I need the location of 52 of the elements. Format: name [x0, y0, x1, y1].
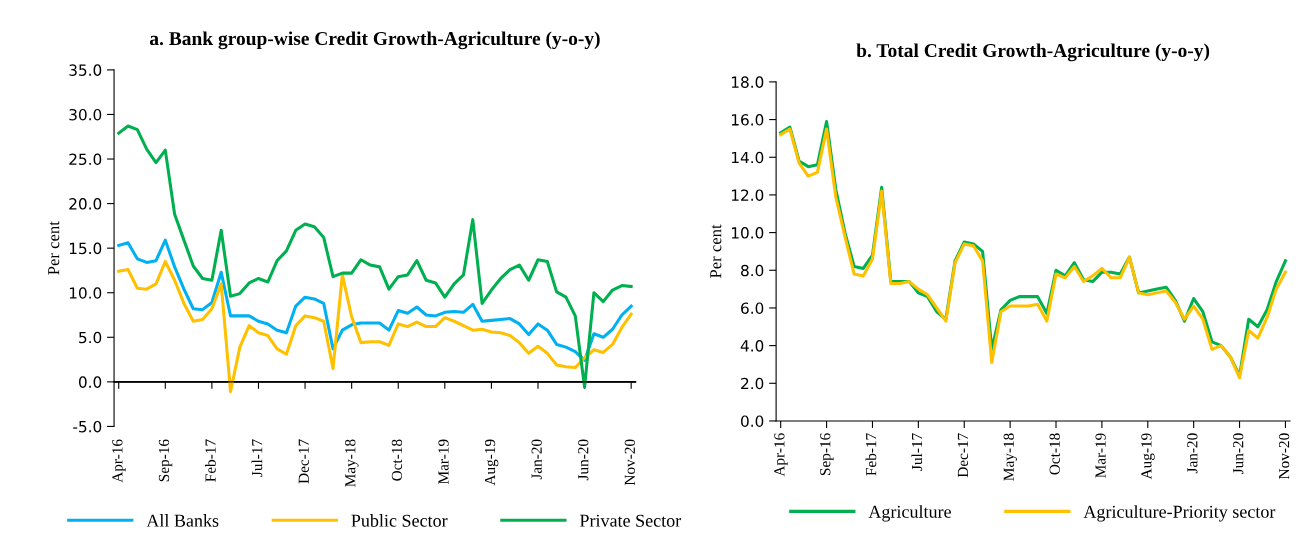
y-tick-label: 2.0 — [741, 377, 764, 390]
x-tick-label: Dec-17 — [298, 439, 309, 484]
legend-label: Private Sector — [579, 514, 682, 527]
y-tick-label: 12.0 — [731, 189, 764, 201]
x-tick-label: Aug-19 — [1141, 433, 1155, 480]
y-tick-label: 35.0 — [69, 64, 102, 76]
x-tick-label: Aug-19 — [484, 439, 499, 486]
y-tick-label: 16.0 — [731, 114, 764, 126]
y-tick-label: 18.0 — [731, 76, 764, 88]
y-tick-label: 5.0 — [79, 331, 102, 344]
x-tick-label: Jun-20 — [1233, 433, 1244, 475]
x-tick-label: Jul-17 — [251, 439, 263, 477]
x-tick-label: Apr-16 — [112, 439, 126, 483]
x-tick-label: Feb-17 — [204, 439, 216, 482]
x-tick-label: Jan-20 — [1187, 433, 1198, 474]
x-tick-label: Apr-16 — [774, 433, 788, 477]
y-tick-label: 14.0 — [731, 151, 764, 164]
y-tick-label: 25.0 — [69, 153, 102, 166]
legend-label: Public Sector — [351, 514, 448, 527]
y-tick-label: 10.0 — [69, 287, 102, 299]
y-axis-title: Per cent — [48, 221, 60, 275]
x-tick-label: Nov-20 — [624, 439, 635, 486]
x-tick-label: May-18 — [1003, 433, 1018, 481]
y-tick-label: 8.0 — [741, 264, 764, 277]
y-tick-label: 0.0 — [78, 376, 102, 388]
x-tick-label: Nov-20 — [1278, 433, 1290, 480]
y-tick-label: -5.0 — [73, 420, 102, 433]
y-tick-label: 0.0 — [741, 415, 764, 427]
x-tick-label: Oct-18 — [391, 439, 403, 481]
chart-title: b. Total Credit Growth-Agriculture (y-o-y) — [856, 43, 1210, 62]
x-tick-label: Mar-19 — [1095, 433, 1106, 478]
chart-title: a. Bank group-wise Credit Growth-Agriculture (y-o-y) — [149, 31, 600, 50]
x-tick-label: Jul-17 — [911, 433, 923, 471]
x-tick-label: Jun-20 — [578, 439, 589, 481]
x-tick-label: Sep-16 — [820, 433, 834, 476]
x-tick-label: Oct-18 — [1049, 433, 1060, 475]
y-axis-title: Per cent — [710, 224, 722, 279]
y-tick-label: 30.0 — [69, 108, 102, 121]
x-tick-label: Mar-19 — [438, 439, 449, 484]
legend-label: Agriculture — [868, 505, 951, 522]
y-tick-label: 4.0 — [740, 340, 764, 352]
x-tick-label: Dec-17 — [957, 433, 969, 478]
y-tick-label: 15.0 — [69, 242, 102, 255]
legend-label: Agriculture-Priority sector — [1083, 505, 1276, 522]
y-tick-label: 10.0 — [731, 227, 764, 239]
y-tick-label: 6.0 — [741, 302, 764, 314]
x-tick-label: Jan-20 — [531, 439, 542, 480]
x-tick-label: Sep-16 — [158, 439, 173, 482]
y-tick-label: 20.0 — [69, 198, 102, 210]
x-tick-label: May-18 — [345, 439, 359, 487]
x-tick-label: Feb-17 — [865, 433, 877, 476]
legend-label: All Banks — [146, 514, 219, 527]
